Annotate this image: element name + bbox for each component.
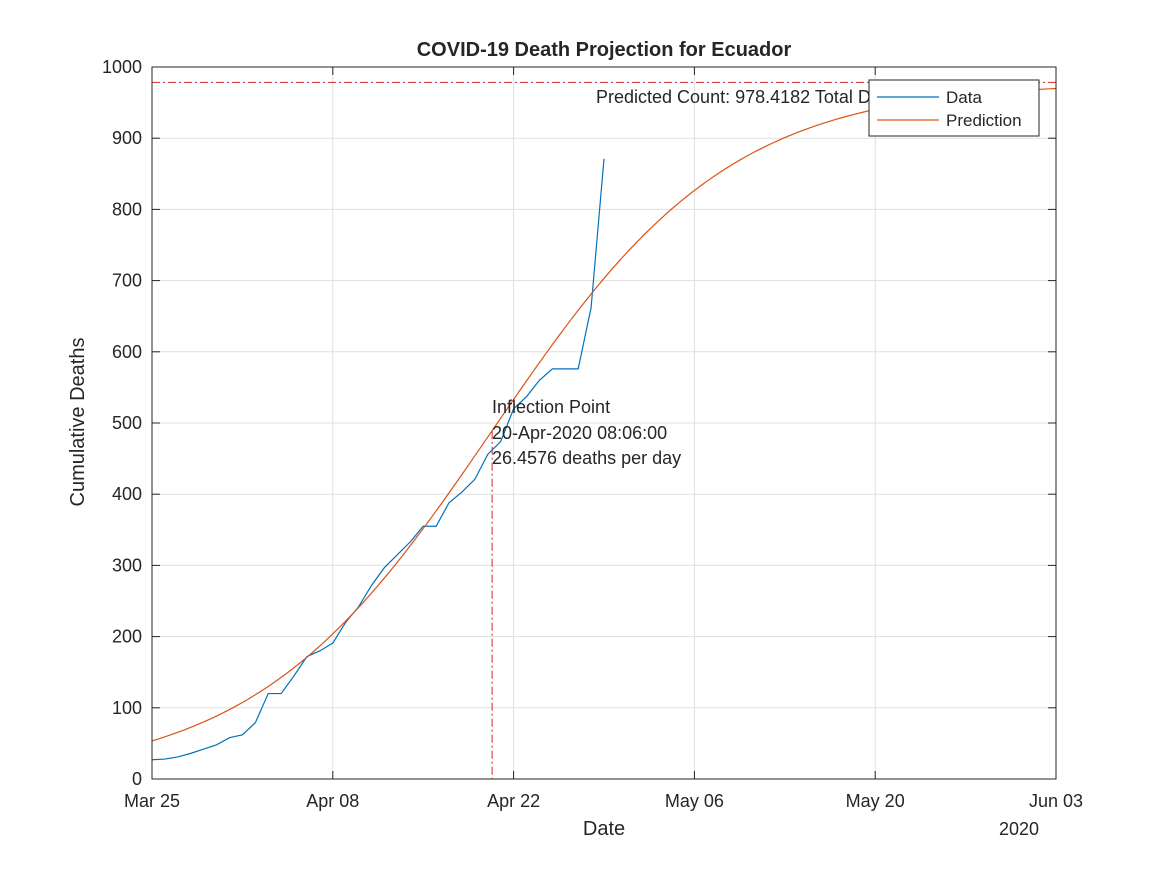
y-tick-label: 0: [132, 769, 142, 789]
inflection-annotation: Inflection Point 20-Apr-2020 08:06:00 26…: [492, 397, 681, 468]
y-tick-label: 100: [112, 698, 142, 718]
grid: [151, 66, 1057, 780]
legend: Data Prediction: [868, 79, 1040, 137]
x-tick-label: Apr 22: [487, 791, 540, 811]
x-axis-label: Date: [583, 818, 625, 840]
inflection-label-line-1: Inflection Point: [492, 397, 610, 417]
y-tick-label: 300: [112, 555, 142, 575]
inflection-label-line-2: 20-Apr-2020 08:06:00: [492, 423, 667, 443]
y-tick-label: 600: [112, 342, 142, 362]
y-tick-label: 400: [112, 484, 142, 504]
x-tick-label: Mar 25: [124, 791, 180, 811]
predicted-count-annotation: Predicted Count: 978.4182 Total Deaths: [596, 87, 915, 107]
legend-label-data: Data: [946, 88, 982, 107]
series-data-line: [151, 158, 605, 761]
x-tick-label: Apr 08: [306, 791, 359, 811]
y-tick-label: 700: [112, 271, 142, 291]
x-tick-label: May 20: [846, 791, 905, 811]
y-tick-label: 500: [112, 413, 142, 433]
y-tick-label: 1000: [102, 57, 142, 77]
legend-box: [868, 79, 1040, 137]
x-tick-label: Jun 03: [1029, 791, 1083, 811]
y-axis-label: Cumulative Deaths: [67, 338, 89, 507]
y-tick-label: 900: [112, 128, 142, 148]
inflection-label-line-3: 26.4576 deaths per day: [492, 448, 681, 468]
ticks: Mar 25 Apr 08 Apr 22 May 06 May 20 Jun 03 0 100…: [102, 57, 1083, 811]
chart-title: COVID-19 Death Projection for Ecuador: [417, 39, 792, 61]
x-tick-label: May 06: [665, 791, 724, 811]
y-tick-label: 200: [112, 627, 142, 647]
y-tick-label: 800: [112, 199, 142, 219]
legend-label-prediction: Prediction: [946, 111, 1022, 130]
x-axis-year-label: 2020: [999, 819, 1039, 839]
